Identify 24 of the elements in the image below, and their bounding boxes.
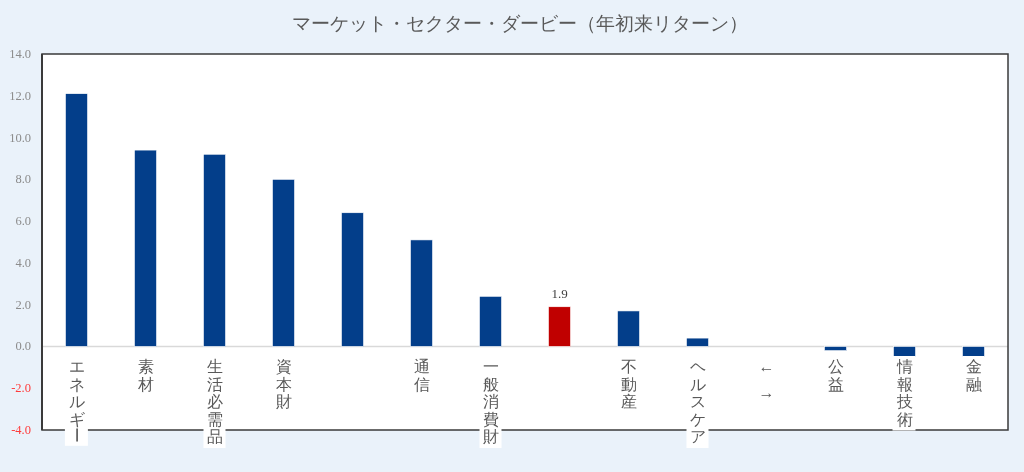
x-tick-label: エネルギー xyxy=(67,358,85,443)
y-tick-label: 14.0 xyxy=(9,47,31,61)
x-tick-label: 金融 xyxy=(965,358,982,393)
y-tick-label: -2.0 xyxy=(11,381,31,396)
x-tick-label: 一般消費財 xyxy=(482,358,499,445)
y-tick-label: 8.0 xyxy=(15,172,31,187)
x-tick-label: 資本財 xyxy=(275,358,292,410)
x-tick-label: 生活必需品 xyxy=(206,358,223,445)
x-tick-label: 通信 xyxy=(413,358,430,393)
y-tick-label: 6.0 xyxy=(15,214,31,229)
x-tick-label: 情報技術 xyxy=(895,358,913,428)
y-tick-label: 12.0 xyxy=(9,88,31,103)
y-tick-label: -4.0 xyxy=(11,423,31,437)
y-tick-label: 4.0 xyxy=(15,255,31,270)
chart-title: マーケット・セクター・ダービー（年初来リターン） xyxy=(292,13,748,34)
y-tick-label: 10.0 xyxy=(9,130,31,145)
x-tick-label: 公益 xyxy=(827,358,844,393)
x-tick-label: ヘルスケア xyxy=(689,358,706,445)
data-label: 1.9 xyxy=(551,285,568,301)
x-tick-label: 素材 xyxy=(136,358,154,393)
x-tick-label: ← → xyxy=(758,358,775,402)
y-tick-label: 2.0 xyxy=(15,297,31,312)
x-tick-label: 不動産 xyxy=(620,358,637,410)
y-tick-label: 0.0 xyxy=(15,339,31,354)
